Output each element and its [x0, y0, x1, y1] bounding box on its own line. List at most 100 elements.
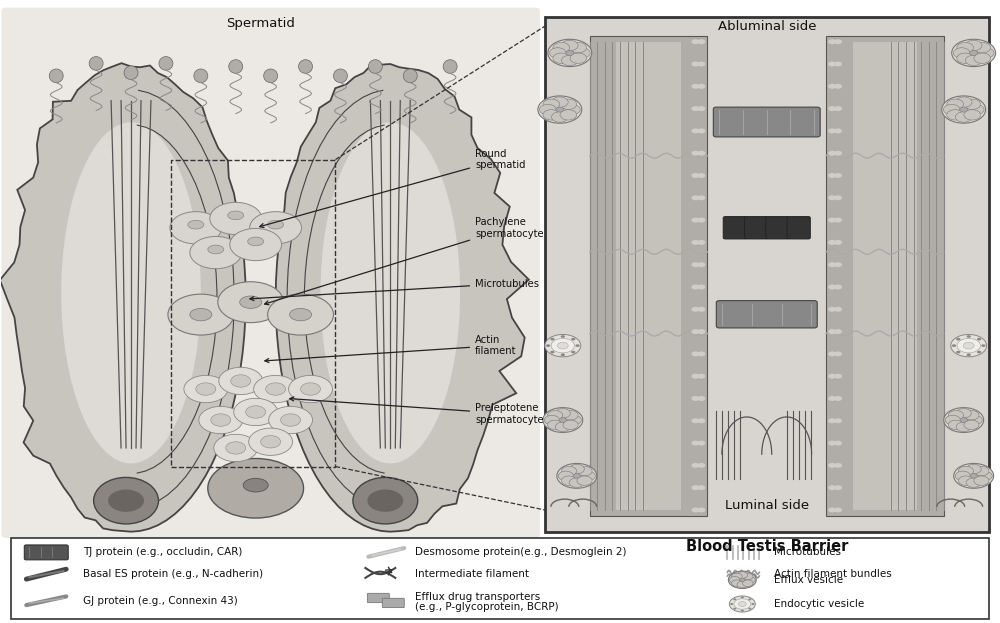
Circle shape	[564, 105, 580, 115]
Ellipse shape	[229, 60, 243, 74]
Circle shape	[966, 464, 981, 473]
Circle shape	[575, 345, 580, 347]
Text: Sertoli cell: Sertoli cell	[85, 538, 147, 551]
Circle shape	[828, 329, 836, 334]
Ellipse shape	[243, 478, 268, 492]
Text: Efflux vesicle: Efflux vesicle	[774, 575, 843, 585]
Bar	[11, 538, 989, 619]
Circle shape	[561, 40, 578, 50]
Circle shape	[367, 490, 403, 512]
Circle shape	[569, 464, 584, 473]
Circle shape	[958, 467, 974, 476]
Circle shape	[828, 106, 836, 111]
Ellipse shape	[333, 69, 347, 83]
FancyBboxPatch shape	[24, 545, 68, 560]
Ellipse shape	[248, 237, 264, 245]
FancyBboxPatch shape	[716, 301, 817, 328]
Circle shape	[230, 229, 282, 260]
Circle shape	[697, 106, 705, 111]
Circle shape	[547, 411, 563, 420]
Circle shape	[955, 471, 970, 480]
Ellipse shape	[264, 69, 278, 83]
Circle shape	[697, 485, 705, 490]
FancyBboxPatch shape	[713, 107, 820, 137]
Circle shape	[559, 418, 566, 422]
Circle shape	[742, 580, 753, 586]
Text: Efflux drug transporters: Efflux drug transporters	[415, 592, 540, 602]
Circle shape	[947, 110, 964, 120]
Circle shape	[550, 351, 555, 353]
Circle shape	[697, 39, 705, 44]
Circle shape	[691, 396, 699, 401]
Circle shape	[948, 420, 964, 430]
Circle shape	[691, 485, 699, 490]
Circle shape	[550, 338, 555, 341]
Text: (e.g., P-glycoprotein, BCRP): (e.g., P-glycoprotein, BCRP)	[415, 602, 559, 612]
Circle shape	[834, 396, 842, 401]
Ellipse shape	[368, 60, 382, 74]
Ellipse shape	[124, 66, 138, 80]
Circle shape	[732, 573, 742, 580]
Circle shape	[952, 345, 956, 347]
Circle shape	[691, 217, 699, 222]
Text: Pachylene
spermatocyte: Pachylene spermatocyte	[265, 217, 544, 305]
Ellipse shape	[320, 122, 460, 464]
Circle shape	[967, 353, 971, 356]
Ellipse shape	[299, 60, 313, 74]
Circle shape	[834, 173, 842, 178]
Circle shape	[691, 418, 699, 423]
Circle shape	[944, 407, 984, 432]
Circle shape	[956, 409, 971, 418]
Circle shape	[214, 434, 258, 462]
Circle shape	[577, 467, 592, 476]
Circle shape	[226, 442, 246, 454]
Circle shape	[834, 39, 842, 44]
Circle shape	[828, 463, 836, 468]
Circle shape	[828, 151, 836, 156]
Text: Abluminal side: Abluminal side	[718, 20, 816, 33]
Circle shape	[691, 463, 699, 468]
Circle shape	[234, 398, 278, 426]
Circle shape	[742, 573, 753, 580]
Circle shape	[834, 440, 842, 445]
Ellipse shape	[208, 245, 224, 254]
Circle shape	[966, 478, 981, 487]
Circle shape	[828, 508, 836, 513]
Circle shape	[834, 351, 842, 356]
Bar	[826, 36, 944, 516]
Circle shape	[834, 285, 842, 290]
Circle shape	[957, 42, 973, 53]
Circle shape	[748, 607, 751, 610]
Circle shape	[834, 151, 842, 156]
Circle shape	[190, 237, 242, 269]
Circle shape	[577, 476, 592, 485]
FancyBboxPatch shape	[766, 217, 789, 239]
Circle shape	[828, 84, 836, 89]
Circle shape	[301, 383, 320, 395]
Bar	[853, 42, 917, 510]
Circle shape	[955, 112, 972, 122]
Circle shape	[697, 307, 705, 312]
Circle shape	[828, 485, 836, 490]
Circle shape	[691, 351, 699, 356]
Circle shape	[956, 351, 960, 353]
Circle shape	[691, 173, 699, 178]
Circle shape	[691, 440, 699, 445]
Circle shape	[555, 422, 570, 432]
Circle shape	[697, 508, 705, 513]
Circle shape	[691, 285, 699, 290]
Circle shape	[691, 84, 699, 89]
Circle shape	[560, 110, 577, 120]
Circle shape	[697, 374, 705, 379]
Circle shape	[834, 128, 842, 133]
Circle shape	[951, 335, 987, 357]
Text: Blood Testis Barrier: Blood Testis Barrier	[686, 539, 848, 554]
Circle shape	[549, 48, 566, 58]
Circle shape	[246, 406, 266, 418]
Ellipse shape	[94, 477, 158, 524]
Circle shape	[561, 476, 577, 485]
Circle shape	[551, 97, 568, 107]
Circle shape	[751, 603, 755, 605]
Circle shape	[834, 374, 842, 379]
Circle shape	[563, 411, 578, 420]
